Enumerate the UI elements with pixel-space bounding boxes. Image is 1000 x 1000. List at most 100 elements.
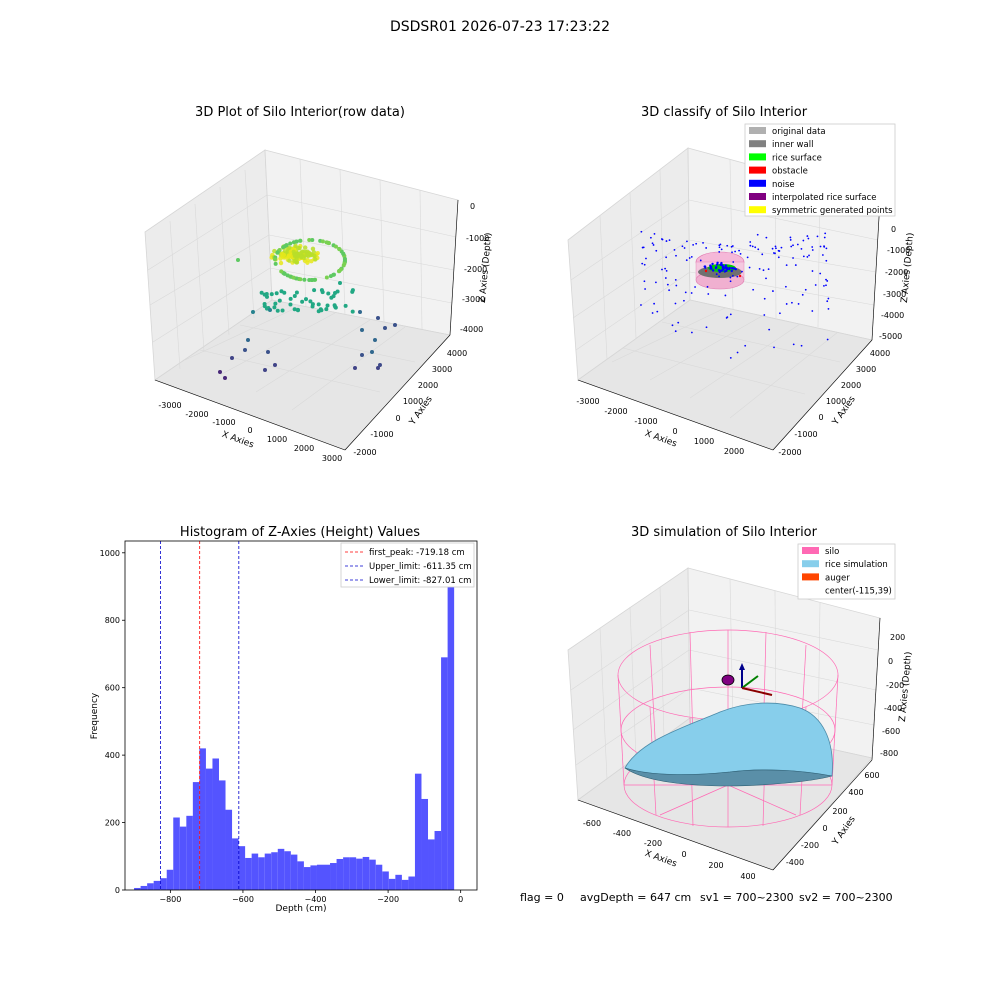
footer-status: flag = 0 avgDepth = 647 cm sv1 = 700~230…	[520, 891, 893, 904]
raw-point	[326, 291, 331, 296]
histogram-bar	[316, 864, 324, 890]
y-tick: -1000	[370, 430, 393, 439]
noise-point	[800, 247, 803, 250]
raw-point	[273, 363, 277, 367]
auger-disk	[721, 674, 735, 686]
noise-point	[749, 241, 752, 243]
y-tick: -200	[801, 841, 819, 850]
raw-point	[291, 275, 296, 280]
y-tick-label: 200	[105, 819, 120, 828]
raw-point	[335, 289, 340, 294]
raw-point	[331, 272, 336, 277]
raw-point	[292, 293, 297, 298]
noise-point	[784, 285, 787, 288]
plot-frame	[124, 540, 478, 891]
histogram-bar	[447, 559, 455, 890]
noise-point	[774, 245, 777, 248]
raw-point	[279, 269, 284, 274]
noise-point	[808, 254, 810, 257]
histogram-bar	[388, 878, 396, 890]
raw-point	[338, 267, 343, 272]
noise-point	[821, 254, 824, 256]
histogram-bar	[225, 809, 233, 890]
noise-point	[729, 276, 732, 279]
noise-point	[789, 236, 792, 239]
axis-arrow-green	[741, 675, 759, 689]
histogram-bar	[303, 867, 311, 890]
raw-point	[288, 241, 293, 246]
raw-point	[342, 256, 347, 261]
histogram-x-label: Depth (cm)	[275, 904, 326, 914]
z-tick: 0	[891, 225, 896, 234]
noise-point	[756, 233, 759, 236]
noise-point	[758, 267, 761, 270]
noise-point	[752, 288, 755, 291]
histogram-bar	[186, 815, 193, 890]
noise-point	[802, 239, 805, 242]
legend-swatch	[802, 573, 819, 581]
x-tick-label: −200	[377, 895, 399, 904]
raw-point	[294, 239, 299, 244]
raw-point	[268, 308, 272, 312]
noise-point	[665, 269, 668, 272]
noise-point	[754, 246, 757, 249]
noise-point	[773, 346, 775, 349]
noise-point	[723, 270, 727, 273]
noise-point	[675, 254, 677, 257]
footer-flag: flag = 0	[520, 891, 564, 904]
noise-point	[686, 240, 688, 243]
x-tick: 2000	[294, 444, 314, 453]
histogram-bar	[264, 853, 272, 890]
histogram-bar	[414, 773, 422, 890]
noise-point	[660, 238, 663, 240]
histogram-bar	[258, 857, 265, 890]
z-axis-label: Z Axies (Depth)	[900, 232, 916, 303]
raw-point	[282, 290, 287, 295]
noise-point	[792, 343, 795, 346]
x-tick: -600	[583, 819, 601, 828]
noise-point	[741, 270, 743, 273]
y-tick: 200	[832, 807, 847, 816]
noise-point	[777, 256, 780, 259]
noise-point	[765, 277, 767, 280]
noise-point	[814, 284, 817, 286]
noise-point	[673, 248, 676, 251]
noise-point	[643, 280, 646, 283]
auger-marker	[721, 663, 773, 696]
noise-point	[748, 266, 751, 269]
noise-point	[685, 259, 688, 262]
legend-swatch	[749, 179, 766, 187]
raw-point	[333, 244, 338, 249]
noise-point	[774, 252, 776, 255]
noise-point	[790, 245, 793, 248]
raw-point	[274, 291, 279, 296]
noise-point	[675, 284, 678, 287]
y-axis-label: Y Axies	[830, 814, 858, 847]
y-tick: 3000	[432, 365, 452, 374]
noise-point	[651, 312, 654, 314]
noise-point	[715, 273, 718, 276]
raw-point	[308, 299, 313, 304]
noise-point	[711, 262, 714, 266]
noise-point	[649, 236, 652, 239]
noise-point	[677, 321, 680, 324]
y-tick-label: 400	[105, 751, 120, 760]
noise-point	[718, 244, 721, 247]
histogram-bar	[421, 798, 429, 890]
noise-point	[653, 232, 656, 235]
legend-box	[340, 542, 475, 588]
histogram-bar	[153, 880, 161, 890]
noise-point	[656, 310, 659, 313]
x-tick: -400	[613, 829, 631, 838]
footer-sv2: sv2 = 700~2300	[799, 891, 893, 904]
raw-point	[300, 299, 305, 304]
noise-point	[780, 246, 783, 249]
noise-point	[824, 232, 827, 235]
noise-point	[791, 301, 793, 304]
histogram-bar	[147, 883, 154, 890]
panel-classify-3d: 3D classify of Silo Interior -3	[567, 105, 916, 457]
histogram-bar	[395, 874, 402, 890]
noise-point	[779, 312, 781, 315]
histogram-bar	[179, 826, 187, 890]
noise-point	[718, 246, 721, 249]
